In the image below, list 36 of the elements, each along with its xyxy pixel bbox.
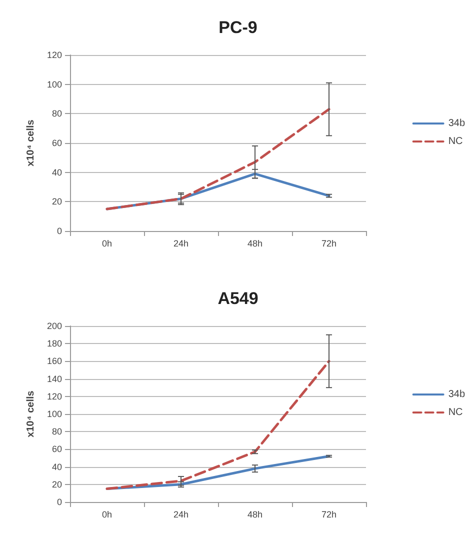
y-tick-label: 80 (52, 108, 62, 119)
y-tick-label: 120 (46, 50, 62, 60)
x-tick-label: 72h (321, 238, 337, 248)
y-tick-label: 60 (52, 138, 62, 148)
y-tick-label: 160 (46, 356, 62, 366)
y-tick-label: 60 (52, 444, 62, 454)
y-tick-label: 40 (52, 167, 62, 178)
y-tick-label: 20 (52, 479, 62, 490)
x-tick-label: 24h (173, 238, 189, 248)
y-tick-label: 140 (46, 374, 62, 384)
x-tick-label: 0h (102, 510, 112, 520)
y-tick-label: 100 (46, 409, 62, 419)
y-tick-label: 40 (52, 462, 62, 472)
legend-label: 34b (448, 389, 466, 400)
legend-label: NC (448, 136, 463, 147)
y-tick-label: 180 (46, 338, 62, 349)
legend-label: NC (448, 407, 463, 418)
x-tick-label: 48h (247, 238, 263, 248)
y-tick-label: 100 (46, 79, 62, 90)
x-tick-label: 48h (247, 510, 263, 520)
chart-title: A549 (218, 289, 258, 308)
line-series (106, 360, 330, 490)
y-axis-title: x10⁴ cells (26, 119, 36, 166)
legend-label: 34b (448, 118, 466, 129)
y-tick-label: 200 (46, 321, 62, 331)
y-tick-label: 20 (52, 196, 62, 207)
y-axis-title: x10⁴ cells (26, 390, 36, 438)
y-tick-label: 80 (52, 426, 62, 437)
y-tick-label: 0 (56, 226, 62, 236)
x-tick-label: 72h (321, 510, 337, 520)
x-tick-label: 0h (102, 238, 112, 248)
y-tick-label: 0 (56, 497, 62, 507)
chart-title: PC-9 (218, 18, 258, 37)
y-tick-label: 120 (46, 391, 62, 402)
line-series (106, 108, 330, 210)
x-tick-label: 24h (173, 510, 189, 520)
